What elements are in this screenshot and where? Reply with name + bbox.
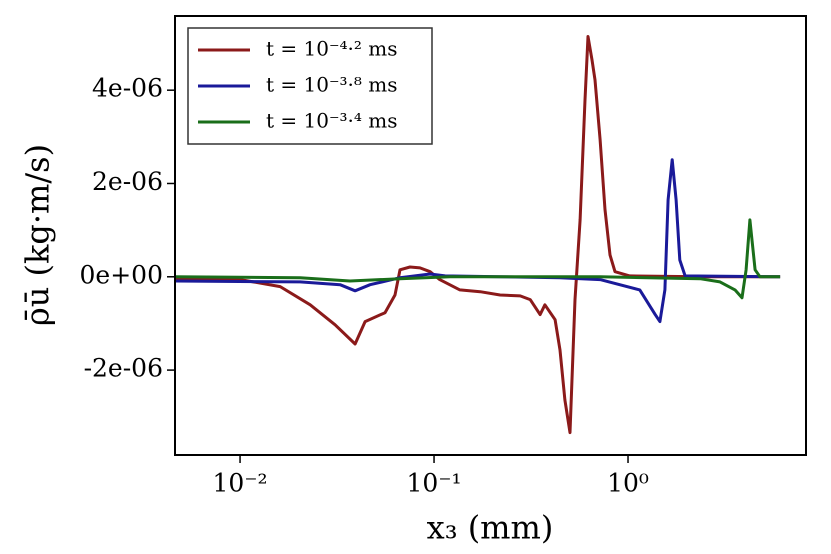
legend-label: t = 10⁻³·⁸ ms bbox=[266, 73, 398, 97]
series-line bbox=[175, 35, 781, 435]
y-tick-label: 4e-06 bbox=[92, 74, 163, 103]
plot-frame bbox=[174, 15, 807, 456]
series-line bbox=[175, 218, 781, 300]
legend-label: t = 10⁻⁴·² ms bbox=[266, 37, 398, 61]
x-tick-label: 10⁰ bbox=[607, 469, 649, 498]
y-axis-label: ρ̄ū (kg·m/s) bbox=[19, 144, 57, 326]
x-axis-label: x₃ (mm) bbox=[427, 509, 554, 547]
legend-label: t = 10⁻³·⁴ ms bbox=[266, 109, 398, 133]
y-tick-label: -2e-06 bbox=[84, 354, 163, 383]
y-tick-label: 0e+00 bbox=[80, 260, 163, 289]
series-line bbox=[175, 158, 781, 324]
x-tick-label: 10⁻¹ bbox=[407, 469, 462, 498]
y-tick-label: 2e-06 bbox=[92, 167, 163, 196]
x-tick-label: 10⁻² bbox=[213, 469, 268, 498]
